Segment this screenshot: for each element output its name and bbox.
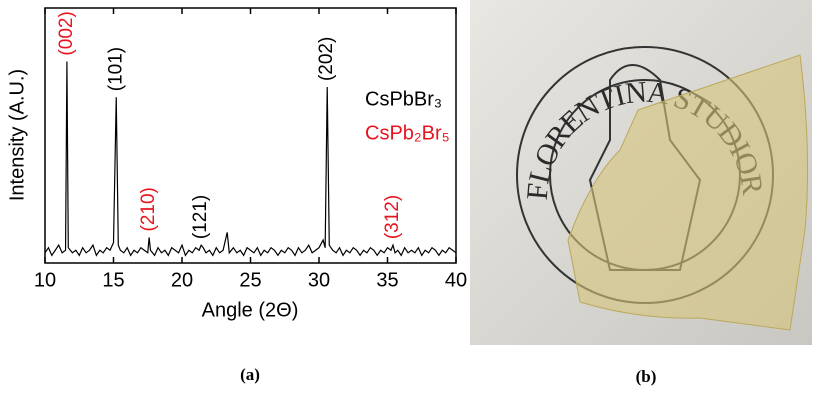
peak-label: (101)	[105, 47, 126, 91]
x-tick-label: 10	[34, 269, 56, 291]
x-tick-label: 40	[445, 269, 467, 291]
peak-label: (312)	[382, 195, 403, 239]
peak-label: (202)	[316, 37, 337, 81]
x-tick-label: 30	[308, 269, 330, 291]
peak-label: (002)	[56, 11, 77, 55]
peak-label: (210)	[138, 187, 159, 231]
x-tick-label: 25	[239, 269, 261, 291]
caption: (b)	[636, 367, 657, 386]
caption: (a)	[240, 365, 260, 384]
film	[567, 54, 809, 331]
x-axis-label: Angle (2Θ)	[202, 299, 299, 321]
chart: Angle (2Θ) Intensity (A.U.) 10 15 20 25 30 35…	[6, 7, 467, 321]
peak-label: (121)	[190, 195, 211, 239]
xrd-line	[44, 61, 457, 257]
x-tick-label: 20	[171, 269, 193, 291]
x-tick-label: 15	[102, 269, 124, 291]
legend-entry: CsPb₂Br₅	[365, 122, 450, 144]
legend-entry: CsPbBr₃	[365, 88, 442, 110]
y-axis-label: Intensity (A.U.)	[6, 69, 28, 201]
x-tick-label: 35	[376, 269, 398, 291]
